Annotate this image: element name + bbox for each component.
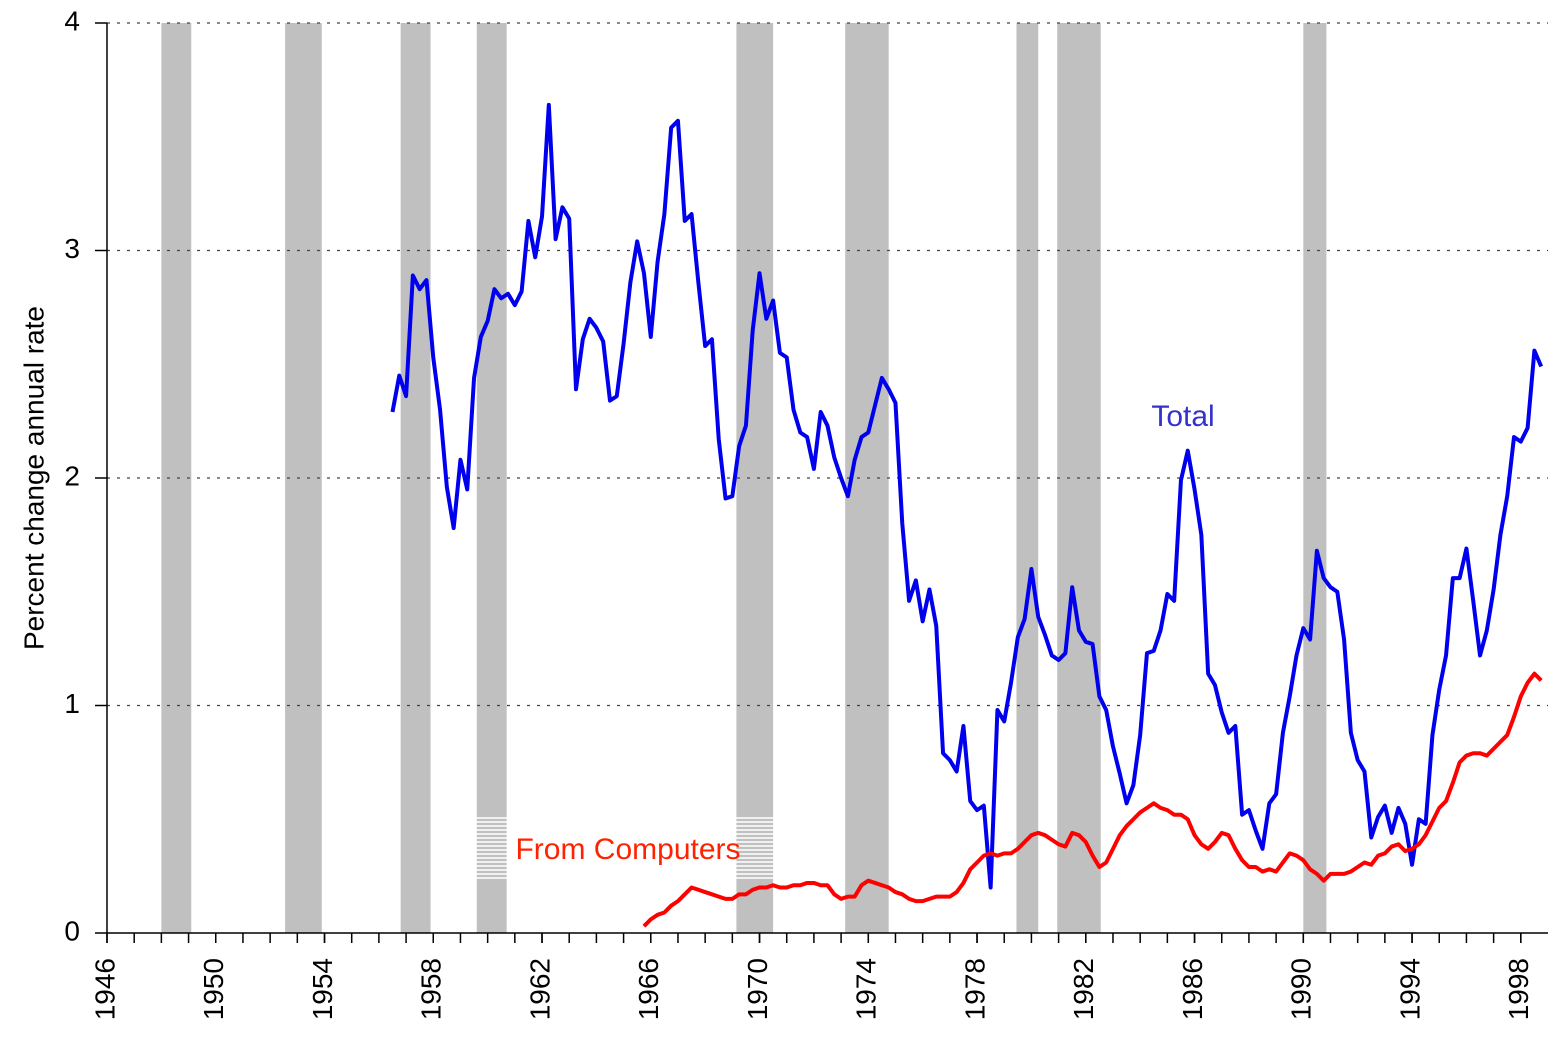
y-tick-label: 3 xyxy=(64,233,80,264)
x-tick-label: 1974 xyxy=(851,958,882,1020)
recession-band xyxy=(285,23,322,933)
recession-band xyxy=(476,23,507,933)
x-tick-label: 1946 xyxy=(89,958,120,1020)
y-tick-label: 4 xyxy=(64,5,80,36)
x-tick-label: 1950 xyxy=(198,958,229,1020)
x-tick-label: 1998 xyxy=(1503,958,1534,1020)
x-tick-label: 1966 xyxy=(633,958,664,1020)
x-tick-label: 1994 xyxy=(1394,958,1425,1020)
x-tick-label: 1982 xyxy=(1068,958,1099,1020)
recession-band xyxy=(1303,23,1327,933)
series-line xyxy=(642,671,1543,928)
recession-band xyxy=(161,23,192,933)
x-tick-label: 1986 xyxy=(1177,958,1208,1020)
x-tick-label: 1962 xyxy=(524,958,555,1020)
y-tick-label: 1 xyxy=(64,688,80,719)
x-tick-label: 1958 xyxy=(416,958,447,1020)
y-tick-label: 0 xyxy=(64,915,80,946)
y-tick-label: 2 xyxy=(64,460,80,491)
x-tick-label: 1978 xyxy=(959,958,990,1020)
annotation: Total xyxy=(1151,400,1214,433)
x-tick-label: 1970 xyxy=(742,958,773,1020)
y-axis-label: Percent change annual rate xyxy=(18,306,49,650)
series-line xyxy=(390,102,1544,890)
x-tick-label: 1954 xyxy=(307,958,338,1020)
recession-band xyxy=(400,23,431,933)
annotation: From Computers xyxy=(515,833,740,866)
x-tick-label: 1990 xyxy=(1286,958,1317,1020)
